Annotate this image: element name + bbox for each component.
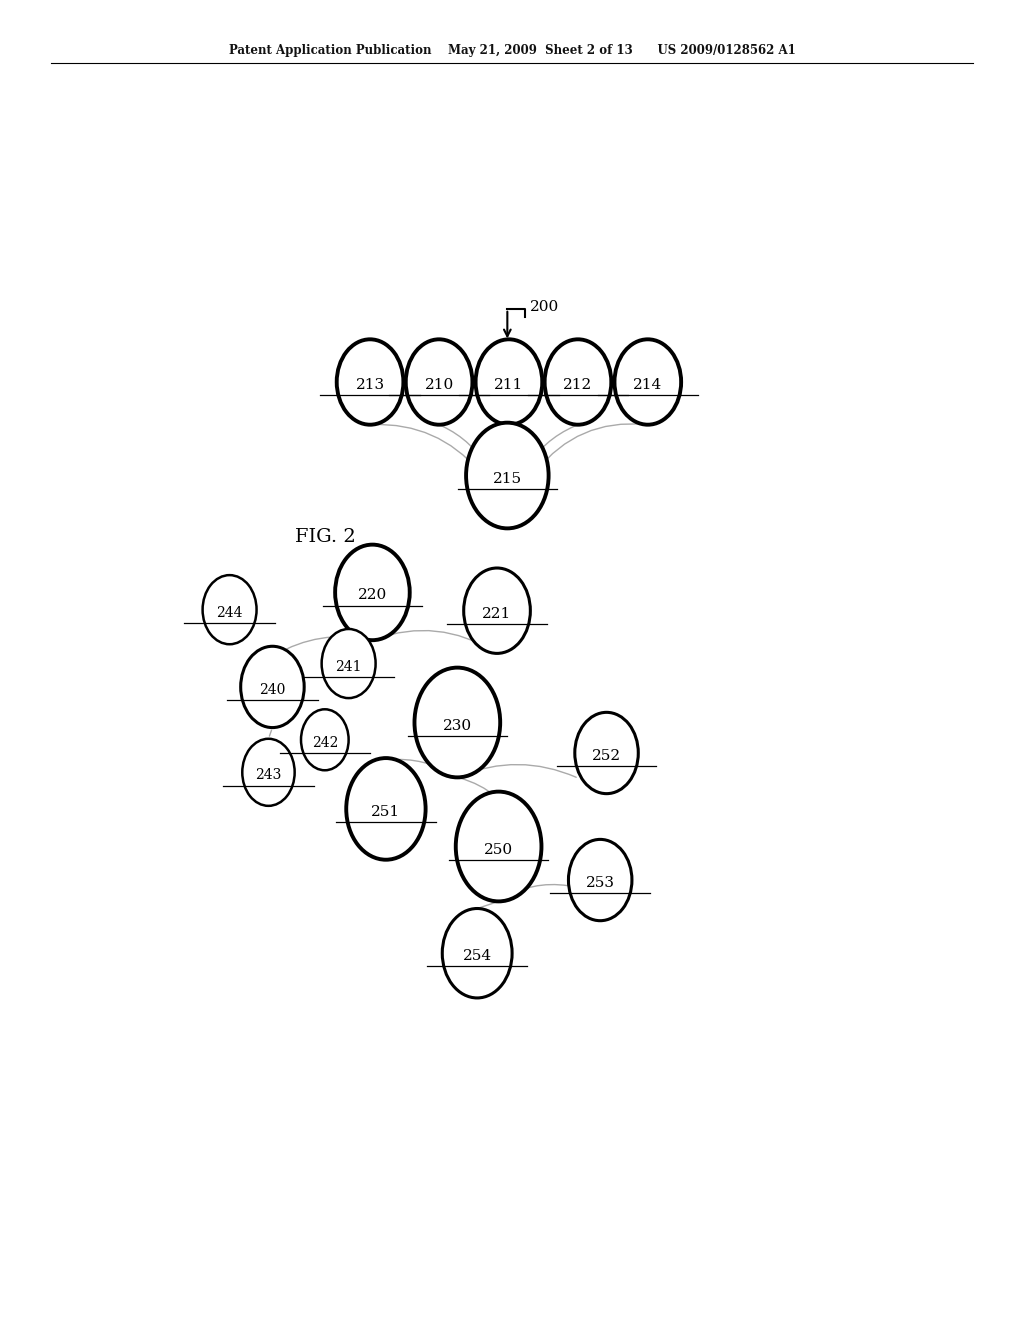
- Circle shape: [568, 840, 632, 921]
- Text: 220: 220: [357, 589, 387, 602]
- Circle shape: [464, 568, 530, 653]
- Circle shape: [614, 339, 681, 425]
- Circle shape: [346, 758, 426, 859]
- Text: 210: 210: [425, 378, 454, 392]
- Circle shape: [442, 908, 512, 998]
- Text: 251: 251: [372, 805, 400, 818]
- Text: 215: 215: [493, 471, 522, 486]
- Circle shape: [475, 339, 543, 425]
- Text: 242: 242: [311, 735, 338, 750]
- Circle shape: [406, 339, 472, 425]
- Circle shape: [415, 668, 500, 777]
- Text: 213: 213: [355, 378, 385, 392]
- Text: 240: 240: [259, 682, 286, 697]
- Circle shape: [466, 422, 549, 528]
- Circle shape: [337, 339, 403, 425]
- Circle shape: [203, 576, 257, 644]
- Text: 243: 243: [255, 768, 282, 783]
- Circle shape: [322, 630, 376, 698]
- Circle shape: [301, 709, 348, 771]
- Text: 214: 214: [633, 378, 663, 392]
- Circle shape: [241, 647, 304, 727]
- Text: 211: 211: [495, 378, 523, 392]
- Circle shape: [335, 545, 410, 640]
- Circle shape: [243, 739, 295, 805]
- Text: 244: 244: [216, 606, 243, 619]
- Text: 230: 230: [442, 718, 472, 733]
- Text: 253: 253: [586, 876, 614, 890]
- Text: 250: 250: [484, 842, 513, 857]
- Text: Patent Application Publication    May 21, 2009  Sheet 2 of 13      US 2009/01285: Patent Application Publication May 21, 2…: [228, 44, 796, 57]
- Text: 200: 200: [529, 300, 559, 314]
- Circle shape: [574, 713, 638, 793]
- Text: 221: 221: [482, 607, 512, 620]
- Text: 252: 252: [592, 748, 622, 763]
- Circle shape: [545, 339, 611, 425]
- Text: FIG. 2: FIG. 2: [295, 528, 355, 545]
- Text: 254: 254: [463, 949, 492, 964]
- Circle shape: [456, 792, 542, 902]
- Text: 241: 241: [336, 660, 361, 673]
- Text: 212: 212: [563, 378, 593, 392]
